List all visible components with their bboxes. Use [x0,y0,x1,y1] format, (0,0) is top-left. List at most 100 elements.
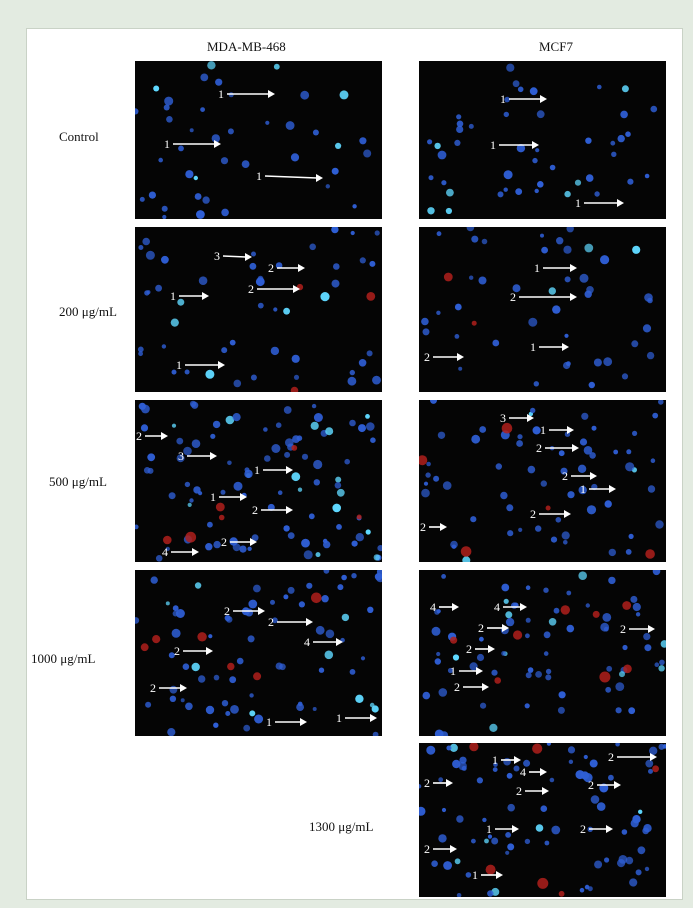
arrow-head [214,140,221,148]
cell-nucleus [205,543,213,551]
cell-nucleus [310,421,319,430]
cell-nucleus [376,570,382,576]
cell-nucleus [293,374,300,380]
red-stained-cell [622,601,632,610]
cell-nucleus [283,307,290,315]
cell-nucleus [615,682,625,691]
row-label-200: 200 μg/mL [59,304,117,319]
cell-nucleus [230,705,239,714]
cell-nucleus [337,584,344,591]
cell-nucleus [505,832,511,838]
cell-nucleus [583,446,593,455]
cell-nucleus [646,351,655,360]
cell-nucleus [446,745,452,751]
cell-nucleus [602,613,612,622]
row-label-500: 500 μg/mL [49,474,107,489]
cell-nucleus [534,188,539,194]
cell-nucleus [594,191,600,197]
cell-nucleus [543,587,549,593]
cell-nucleus [145,250,155,260]
arrow-head [590,472,597,480]
cell-nucleus [489,723,498,732]
cell-nucleus [358,424,366,433]
cell-nucleus [349,419,356,427]
cell-nucleus [377,545,382,552]
cell-nucleus [574,179,582,186]
cell-nucleus [525,617,531,623]
cell-nucleus [527,465,536,474]
cell-nucleus [518,527,523,532]
cell-nucleus [254,714,264,724]
cell-nucleus [421,488,430,498]
cell-nucleus [140,424,149,432]
cell-nucleus [138,245,144,250]
cell-nucleus [591,425,597,431]
cell-nucleus [632,602,641,612]
cell-nucleus [257,302,264,309]
cell-nucleus [532,157,538,164]
arrow-label: 2 [252,503,258,517]
cell-nucleus [426,461,431,467]
cell-nucleus [241,160,250,168]
arrow-label: 1 [530,340,536,354]
cell-nucleus [532,426,541,435]
cell-nucleus [603,357,613,367]
cell-nucleus [650,105,658,113]
cell-nucleus [551,825,561,835]
arrow-head [542,787,549,795]
cell-nucleus [585,174,594,182]
cell-nucleus [441,574,446,579]
cell-nucleus [365,414,370,419]
cell-nucleus [585,603,590,608]
cell-nucleus [525,585,531,590]
cell-nucleus [229,339,236,346]
cell-nucleus [169,685,178,694]
cell-nucleus [596,802,606,811]
cell-nucleus [351,573,357,579]
cell-nucleus [323,540,331,549]
arrow-label: 3 [214,249,220,263]
arrow-head [250,538,257,546]
cell-nucleus [600,785,605,790]
arrow-label: 2 [580,822,586,836]
arrow-label: 1 [450,664,456,678]
cell-nucleus [503,187,508,192]
cell-nucleus [505,617,515,627]
cell-nucleus [586,505,597,515]
cell-nucleus [325,427,334,436]
cell-nucleus [535,671,542,678]
cell-nucleus [456,893,462,897]
arrow-label: 1 [580,482,586,496]
cell-nucleus [339,90,349,100]
cell-nucleus [512,284,521,293]
cell-nucleus [220,157,229,165]
cell-nucleus [564,190,571,198]
cell-nucleus [170,318,179,327]
cell-nucleus [263,427,268,432]
cell-nucleus [515,188,523,195]
arrow-head [240,493,247,501]
red-stained-cell [545,505,551,511]
cell-nucleus [248,599,258,609]
cell-nucleus [427,207,435,215]
cell-nucleus [227,128,234,135]
cell-nucleus [437,431,446,439]
cell-nucleus [555,517,562,523]
figure-frame: MDA-MB-468 MCF7 Control 200 μg/mL 500 μg… [26,28,683,900]
cell-nucleus [545,668,552,675]
cell-nucleus [589,759,598,768]
cell-nucleus [273,63,280,70]
cell-nucleus [249,262,257,270]
cell-nucleus [578,485,587,495]
arrow-head [286,506,293,514]
cell-nucleus [167,728,176,736]
cell-nucleus [355,533,364,542]
cell-nucleus [504,96,510,103]
arrow-label: 1 [170,289,176,303]
red-stained-cell [253,672,262,681]
cell-nucleus [155,555,163,562]
cell-nucleus [608,548,616,557]
cell-nucleus [370,437,376,443]
arrow-label: 2 [466,642,472,656]
